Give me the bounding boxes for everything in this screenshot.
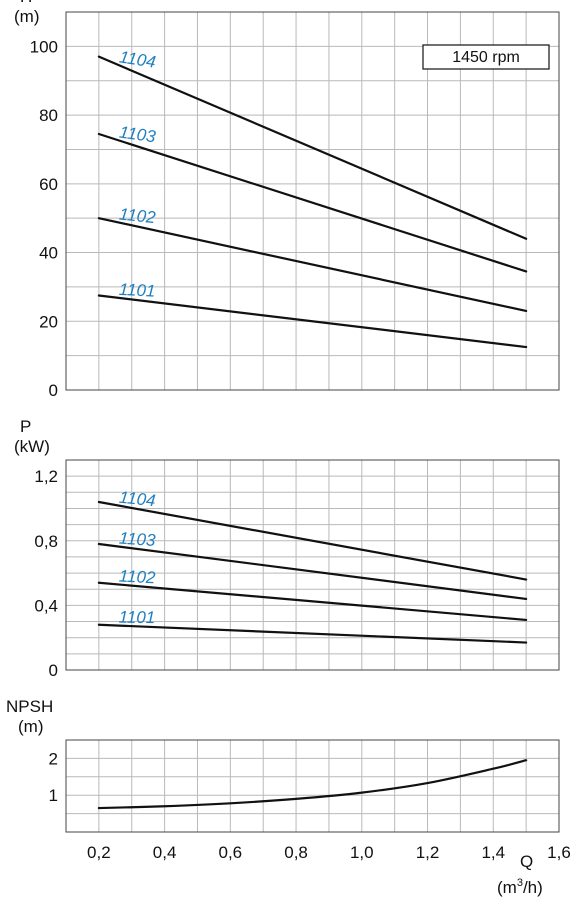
series-line-npsh (97, 759, 528, 810)
series-label-1103: 1103 (118, 122, 157, 146)
y-axis-label: NPSH (6, 697, 53, 716)
series-line-1104 (97, 55, 528, 240)
y-axis-unit: (kW) (14, 437, 50, 456)
series-line-1103 (97, 132, 528, 273)
y-axis-label: H (20, 0, 32, 6)
rpm-label: 1450 rpm (452, 49, 520, 66)
x-tick-label: 1,4 (481, 843, 505, 862)
series-line-1104 (97, 500, 528, 581)
x-tick-label: 0,8 (284, 843, 308, 862)
series-line-1101 (97, 294, 528, 349)
series-label-1101: 1101 (119, 608, 156, 628)
x-tick-label: 0,4 (153, 843, 177, 862)
y-tick-label: 20 (39, 312, 58, 331)
x-tick-label: 1,0 (350, 843, 374, 862)
x-tick-label: 0,6 (219, 843, 243, 862)
plot-frame (65, 739, 560, 833)
y-tick-label: 60 (39, 175, 58, 194)
x-axis-unit-end: /h) (523, 878, 543, 897)
series-line-1103 (97, 542, 528, 601)
x-tick-label: 1,6 (547, 843, 571, 862)
series-line-1101 (97, 623, 528, 644)
y-tick-label: 1,2 (34, 467, 58, 486)
y-tick-label: 0 (49, 381, 58, 400)
series-label-1102: 1102 (118, 205, 157, 228)
x-axis-label: Q (520, 852, 533, 871)
plot-frame (65, 11, 560, 391)
y-tick-label: 0,4 (34, 596, 58, 615)
x-axis-unit-superscript: 3 (517, 877, 523, 889)
series-label-1101: 1101 (118, 280, 156, 301)
y-axis-unit: (m) (18, 717, 43, 736)
rpm-box (422, 44, 550, 70)
x-tick-label: 0,2 (87, 843, 111, 862)
y-tick-label: 40 (39, 244, 58, 263)
y-tick-label: 2 (49, 749, 58, 768)
series-label-1103: 1103 (118, 529, 156, 551)
plot-frame (65, 459, 560, 671)
series-label-1102: 1102 (118, 567, 156, 588)
y-axis-label: P (20, 417, 31, 436)
y-tick-label: 1 (49, 786, 58, 805)
panel-power: 0 0,4 0,8 1,2 P(kW) 1104 1103 1102 1101 (14, 417, 560, 680)
y-tick-label: 100 (30, 37, 58, 56)
y-tick-label: 80 (39, 106, 58, 125)
series-line-1102 (97, 581, 528, 622)
x-tick-label: 1,2 (416, 843, 440, 862)
y-tick-label: 0,8 (34, 532, 58, 551)
x-axis-unit-base: (m (497, 878, 517, 897)
series-label-1104: 1104 (118, 488, 156, 511)
y-tick-label: 0 (49, 661, 58, 680)
series-line-1102 (97, 217, 528, 313)
y-axis-unit: (m) (14, 7, 39, 26)
x-axis-unit: (m3/h) (497, 877, 543, 897)
